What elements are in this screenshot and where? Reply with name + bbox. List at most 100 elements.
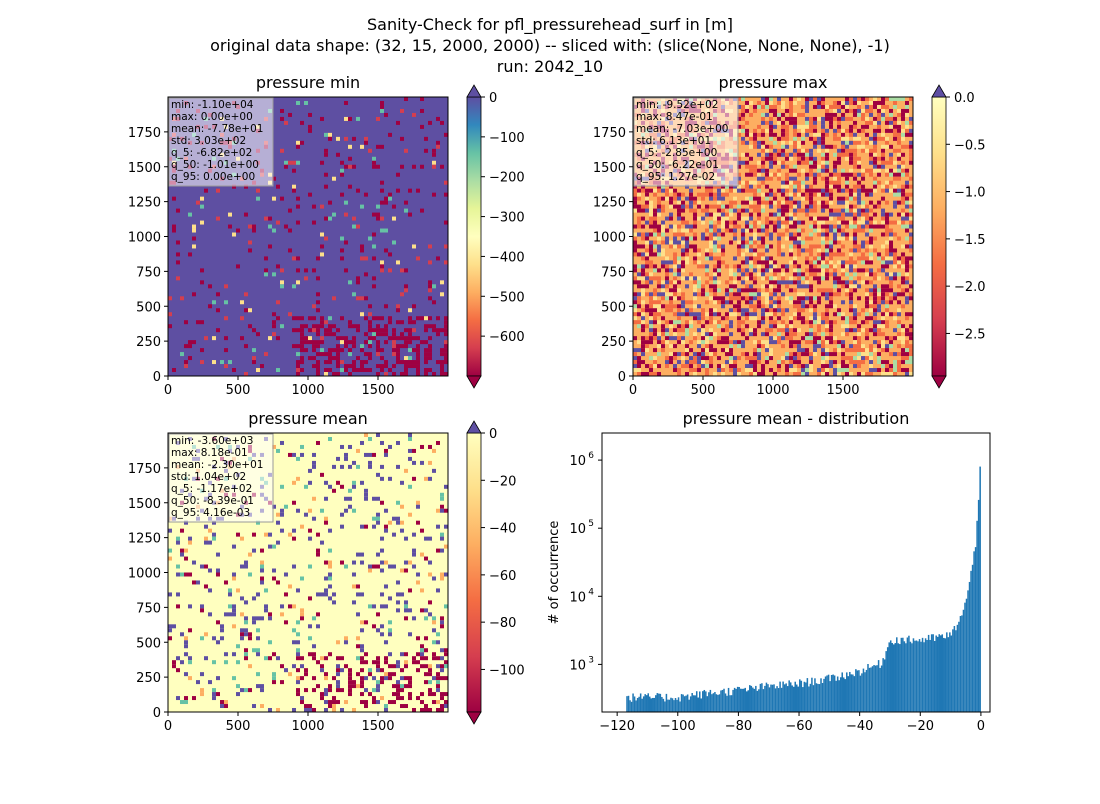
heatmap-cell [725,184,729,189]
heatmap-cell [248,324,252,329]
heatmap-cell [905,348,909,353]
stats-line: max: 0.00e+00 [171,111,253,123]
histogram-bar [921,637,924,712]
heatmap-cell [769,292,773,297]
histogram-bar [727,687,730,712]
heatmap-cell [813,216,817,221]
heatmap-cell [637,216,641,221]
heatmap-cell [733,236,737,241]
heatmap-cell [729,368,733,373]
histogram-bar [920,641,922,712]
heatmap-cell [737,252,741,257]
histogram-bar [668,699,671,712]
heatmap-cell [861,228,865,233]
heatmap-cell [825,180,829,185]
heatmap-cell [893,296,897,301]
heatmap-cell [376,332,380,337]
x-tick-label: 500 [226,719,251,734]
heatmap-cell [861,360,865,365]
heatmap-cell [292,160,296,165]
heatmap-cell [288,672,292,677]
heatmap-cell [352,600,356,605]
heatmap-cell [757,296,761,301]
heatmap-cell [336,372,340,376]
heatmap-cell [180,528,184,533]
heatmap-cell [733,304,737,309]
heatmap-cell [833,108,837,113]
heatmap-cell [797,184,801,189]
histogram-bar [718,694,721,712]
heatmap-cell [697,184,701,189]
x-tick-label: 1500 [826,383,859,398]
heatmap-cell [685,364,689,369]
heatmap-cell [857,360,861,365]
heatmap-cell [721,340,725,345]
heatmap-cell [717,192,721,197]
heatmap-cell [380,476,384,481]
heatmap-cell [761,260,765,265]
heatmap-cell [280,324,284,329]
heatmap-cell [857,324,861,329]
heatmap-cell [897,168,901,173]
heatmap-cell [877,304,881,309]
heatmap-cell [645,208,649,213]
histogram-bar [847,676,850,712]
heatmap-cell [853,288,857,293]
heatmap-cell [777,136,781,141]
heatmap-cell [709,312,713,317]
histogram-bar [805,682,807,712]
heatmap-cell [881,292,885,297]
heatmap-cell [669,240,673,245]
heatmap-cell [729,348,733,353]
heatmap-cell [641,256,645,261]
heatmap-cell [665,292,669,297]
heatmap-cell [821,216,825,221]
histogram-bar [917,641,919,712]
heatmap-cell [709,220,713,225]
heatmap-cell [208,588,212,593]
heatmap-cell [681,324,685,329]
heatmap-cell [168,296,172,301]
heatmap-cell [797,236,801,241]
heatmap-cell [705,340,709,345]
heatmap-cell [833,208,837,213]
heatmap-cell [869,140,873,145]
heatmap-cell [344,344,348,349]
heatmap-cell [408,364,412,369]
heatmap-cell [765,184,769,189]
heatmap-cell [392,240,396,245]
heatmap-cell [192,560,196,565]
heatmap-cell [905,192,909,197]
heatmap-cell [416,256,420,261]
heatmap-cell [701,340,705,345]
heatmap-cell [845,224,849,229]
heatmap-cell [312,656,316,661]
heatmap-cell [821,160,825,165]
heatmap-cell [208,680,212,685]
heatmap-cell [797,228,801,233]
heatmap-cell [272,576,276,581]
heatmap-cell [893,264,897,269]
heatmap-cell [272,676,276,681]
histogram-bar [906,637,909,712]
heatmap-cell [849,97,853,101]
heatmap-cell [737,292,741,297]
heatmap-cell [737,308,741,313]
heatmap-cell [348,324,352,329]
heatmap-cell [661,220,665,225]
heatmap-cell [769,160,773,165]
heatmap-cell [869,268,873,273]
heatmap-cell [665,276,669,281]
heatmap-cell [188,572,192,577]
heatmap-cell [404,664,408,669]
heatmap-cell [765,148,769,153]
heatmap-cell [649,336,653,341]
heatmap-cell [653,252,657,257]
heatmap-cell [665,356,669,361]
heatmap-cell [769,236,773,241]
heatmap-cell [861,320,865,325]
heatmap-cell [292,536,296,541]
heatmap-cell [737,372,741,376]
heatmap-cell [360,692,364,697]
heatmap-cell [769,200,773,205]
